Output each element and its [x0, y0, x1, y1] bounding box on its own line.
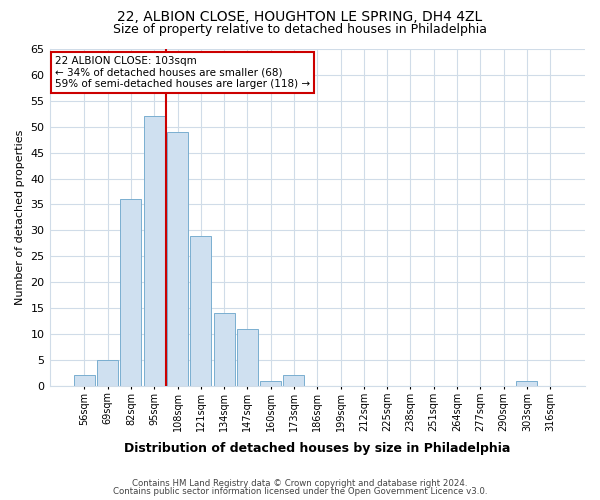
Bar — [190, 236, 211, 386]
X-axis label: Distribution of detached houses by size in Philadelphia: Distribution of detached houses by size … — [124, 442, 511, 455]
Bar — [167, 132, 188, 386]
Bar — [74, 376, 95, 386]
Bar — [121, 200, 142, 386]
Text: Size of property relative to detached houses in Philadelphia: Size of property relative to detached ho… — [113, 22, 487, 36]
Bar — [97, 360, 118, 386]
Bar — [283, 376, 304, 386]
Text: Contains HM Land Registry data © Crown copyright and database right 2024.: Contains HM Land Registry data © Crown c… — [132, 478, 468, 488]
Bar — [237, 329, 258, 386]
Y-axis label: Number of detached properties: Number of detached properties — [15, 130, 25, 305]
Text: 22 ALBION CLOSE: 103sqm
← 34% of detached houses are smaller (68)
59% of semi-de: 22 ALBION CLOSE: 103sqm ← 34% of detache… — [55, 56, 310, 89]
Text: Contains public sector information licensed under the Open Government Licence v3: Contains public sector information licen… — [113, 487, 487, 496]
Bar — [144, 116, 165, 386]
Bar — [260, 380, 281, 386]
Bar — [214, 314, 235, 386]
Bar — [517, 380, 538, 386]
Text: 22, ALBION CLOSE, HOUGHTON LE SPRING, DH4 4ZL: 22, ALBION CLOSE, HOUGHTON LE SPRING, DH… — [118, 10, 482, 24]
